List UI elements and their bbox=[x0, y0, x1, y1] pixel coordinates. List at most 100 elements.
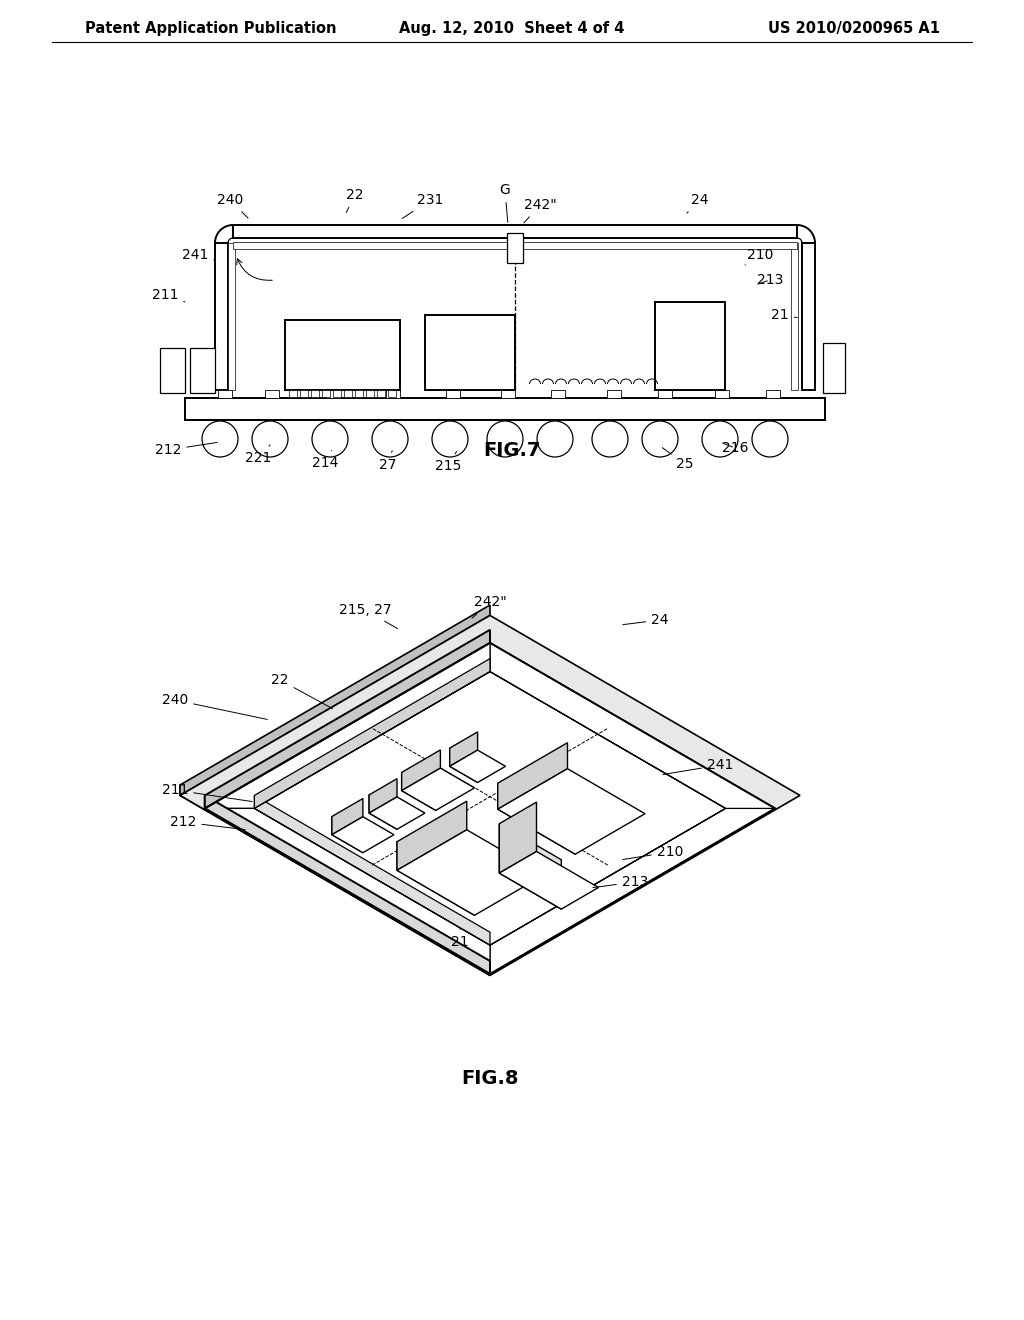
Text: 22: 22 bbox=[346, 187, 364, 213]
Bar bbox=[388, 389, 396, 397]
Polygon shape bbox=[450, 750, 506, 783]
Bar bbox=[228, 243, 234, 389]
Bar bbox=[658, 389, 672, 399]
Text: 242": 242" bbox=[523, 198, 556, 223]
Text: 210: 210 bbox=[745, 248, 773, 265]
Bar bbox=[446, 389, 460, 399]
Bar bbox=[300, 389, 308, 397]
Polygon shape bbox=[254, 672, 726, 945]
Text: 21: 21 bbox=[452, 928, 469, 949]
Polygon shape bbox=[369, 795, 397, 829]
Polygon shape bbox=[401, 772, 436, 810]
Text: 24: 24 bbox=[623, 612, 669, 627]
Polygon shape bbox=[397, 830, 544, 915]
Polygon shape bbox=[254, 796, 490, 945]
Bar bbox=[185, 399, 825, 420]
Bar bbox=[322, 389, 330, 397]
Circle shape bbox=[642, 421, 678, 457]
Polygon shape bbox=[500, 824, 561, 909]
Text: 241: 241 bbox=[182, 248, 215, 261]
Text: 240: 240 bbox=[162, 693, 267, 719]
Text: Patent Application Publication: Patent Application Publication bbox=[85, 21, 337, 36]
Text: 213: 213 bbox=[757, 273, 783, 286]
Polygon shape bbox=[498, 743, 567, 809]
Bar bbox=[160, 348, 185, 393]
Text: 215, 27: 215, 27 bbox=[339, 603, 397, 628]
Circle shape bbox=[372, 421, 408, 457]
Polygon shape bbox=[450, 748, 477, 783]
Bar bbox=[355, 389, 362, 397]
Bar bbox=[655, 302, 725, 389]
Polygon shape bbox=[498, 783, 575, 854]
Circle shape bbox=[202, 421, 238, 457]
Bar bbox=[425, 315, 515, 389]
Circle shape bbox=[487, 421, 523, 457]
Text: 214: 214 bbox=[312, 450, 338, 470]
Polygon shape bbox=[332, 817, 362, 853]
Text: 212: 212 bbox=[170, 814, 245, 830]
Bar bbox=[215, 243, 228, 389]
Polygon shape bbox=[180, 605, 490, 796]
Bar bbox=[289, 389, 297, 397]
Text: 231: 231 bbox=[402, 193, 443, 218]
Text: 212: 212 bbox=[155, 442, 217, 457]
Polygon shape bbox=[205, 643, 490, 808]
Text: 24: 24 bbox=[687, 193, 709, 213]
Polygon shape bbox=[332, 799, 362, 834]
Polygon shape bbox=[397, 842, 474, 915]
Bar bbox=[507, 234, 523, 263]
Bar bbox=[823, 343, 845, 393]
Polygon shape bbox=[498, 768, 645, 854]
Text: 25: 25 bbox=[663, 447, 693, 471]
Bar bbox=[233, 242, 797, 249]
Bar bbox=[344, 389, 352, 397]
Polygon shape bbox=[490, 808, 775, 974]
Bar bbox=[715, 389, 729, 399]
Text: FIG.8: FIG.8 bbox=[461, 1068, 519, 1088]
Text: US 2010/0200965 A1: US 2010/0200965 A1 bbox=[768, 21, 940, 36]
Bar bbox=[326, 389, 340, 399]
Text: 240: 240 bbox=[217, 193, 248, 218]
Bar bbox=[265, 389, 279, 399]
Polygon shape bbox=[401, 750, 440, 791]
Polygon shape bbox=[500, 803, 537, 873]
Bar bbox=[551, 389, 565, 399]
Polygon shape bbox=[397, 801, 467, 870]
Text: 210: 210 bbox=[623, 845, 683, 859]
Polygon shape bbox=[205, 796, 490, 974]
Bar bbox=[791, 243, 798, 389]
Bar bbox=[386, 389, 400, 399]
Text: 241: 241 bbox=[663, 758, 733, 775]
Polygon shape bbox=[205, 808, 490, 974]
Circle shape bbox=[252, 421, 288, 457]
Bar bbox=[802, 243, 815, 389]
Bar bbox=[377, 389, 385, 397]
Bar bbox=[218, 389, 232, 399]
Bar bbox=[285, 319, 400, 389]
Bar bbox=[766, 389, 780, 399]
Polygon shape bbox=[450, 731, 477, 767]
Polygon shape bbox=[500, 851, 598, 909]
Text: 27: 27 bbox=[379, 450, 396, 473]
Bar bbox=[311, 389, 319, 397]
Polygon shape bbox=[369, 797, 425, 829]
Polygon shape bbox=[369, 779, 397, 813]
Text: 216: 216 bbox=[722, 441, 749, 455]
Bar bbox=[190, 348, 215, 393]
Bar bbox=[333, 389, 341, 397]
Bar bbox=[233, 224, 797, 238]
Text: 242": 242" bbox=[472, 595, 507, 618]
Bar bbox=[607, 389, 621, 399]
Text: 21: 21 bbox=[771, 308, 798, 322]
Circle shape bbox=[312, 421, 348, 457]
Polygon shape bbox=[332, 817, 394, 853]
Polygon shape bbox=[205, 630, 490, 808]
Text: FIG.7: FIG.7 bbox=[483, 441, 541, 459]
Polygon shape bbox=[254, 659, 490, 808]
Bar bbox=[501, 389, 515, 399]
Polygon shape bbox=[401, 768, 474, 810]
Polygon shape bbox=[180, 615, 800, 975]
Circle shape bbox=[702, 421, 738, 457]
Bar bbox=[366, 389, 374, 397]
Text: G: G bbox=[500, 183, 510, 222]
